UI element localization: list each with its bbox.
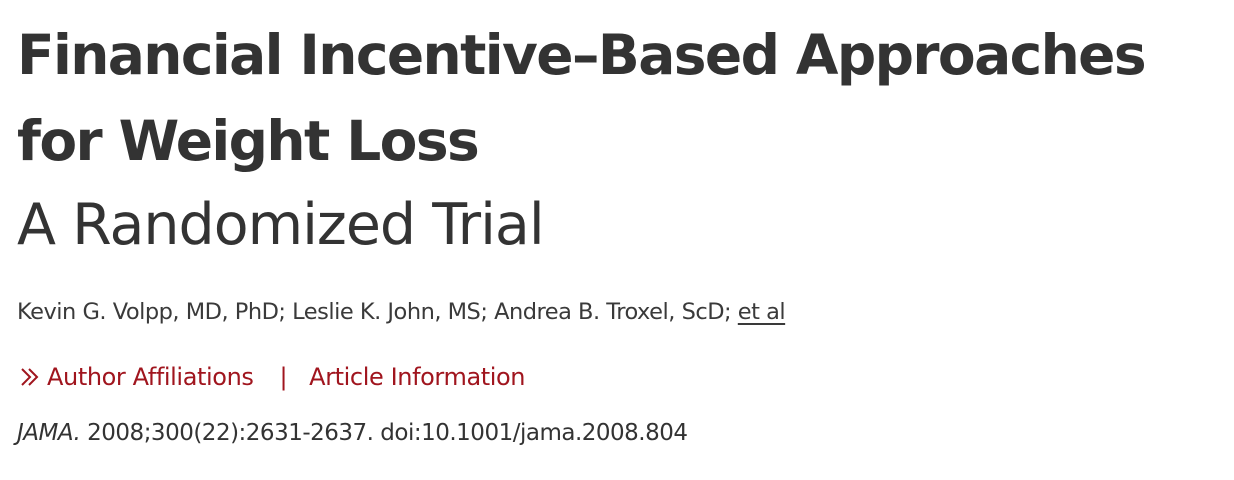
article-header: Financial Incentive–Based Approaches for… xyxy=(17,12,1222,449)
article-title-line-2: for Weight Loss xyxy=(17,109,480,173)
et-al-link[interactable]: et al xyxy=(737,299,786,325)
article-title-line-1: Financial Incentive–Based Approaches xyxy=(17,23,1147,87)
double-chevron-right-icon[interactable] xyxy=(19,366,41,388)
article-information-link[interactable]: Article Information xyxy=(309,363,526,391)
citation: JAMA. 2008;300(22):2631-2637. doi:10.100… xyxy=(17,417,1222,449)
citation-details: 2008;300(22):2631-2637. doi:10.1001/jama… xyxy=(80,420,688,446)
article-title: Financial Incentive–Based Approaches for… xyxy=(17,12,1222,184)
article-subtitle: A Randomized Trial xyxy=(17,192,545,258)
author-affiliations-link[interactable]: Author Affiliations xyxy=(47,363,254,391)
author-list: Kevin G. Volpp, MD, PhD; Leslie K. John,… xyxy=(17,296,1222,328)
journal-name: JAMA. xyxy=(17,420,81,446)
author-names: Kevin G. Volpp, MD, PhD; Leslie K. John,… xyxy=(17,299,738,325)
article-links: Author Affiliations | Article Informatio… xyxy=(17,361,1222,393)
links-separator: | xyxy=(279,363,288,391)
